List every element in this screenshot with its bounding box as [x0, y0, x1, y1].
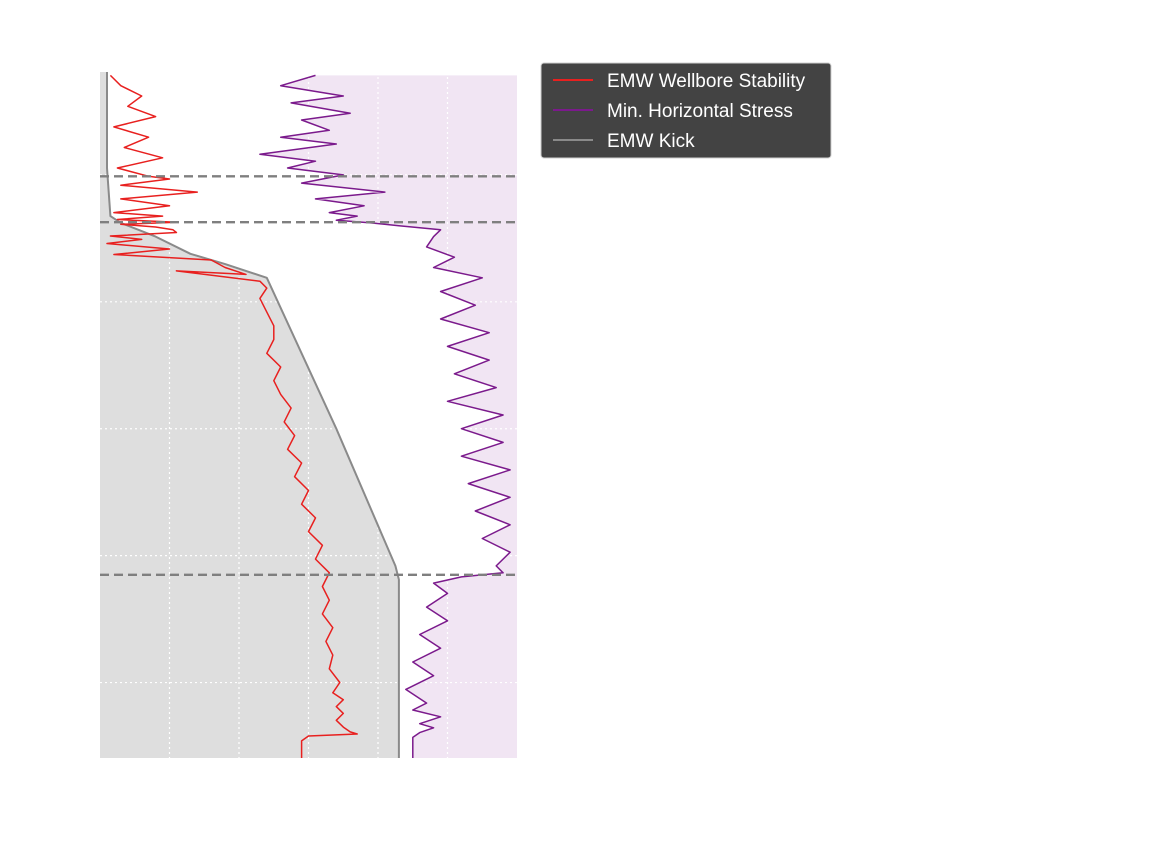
- grid-layer: [100, 72, 517, 758]
- legend: EMW Wellbore Stability Min. Horizontal S…: [540, 62, 832, 159]
- kick-shaded-area: [100, 72, 399, 758]
- series-line-min-horizontal-stress: [259, 74, 511, 758]
- series-line-wellbore-stability: [106, 74, 358, 758]
- legend-label-wellbore-stability: EMW Wellbore Stability: [607, 71, 806, 92]
- fills-layer: [100, 72, 517, 758]
- legend-label-kick: EMW Kick: [607, 131, 695, 152]
- stress-shaded-area: [259, 75, 517, 758]
- legend-label-min-horizontal-stress: Min. Horizontal Stress: [607, 101, 793, 122]
- legend-frame: [540, 62, 832, 159]
